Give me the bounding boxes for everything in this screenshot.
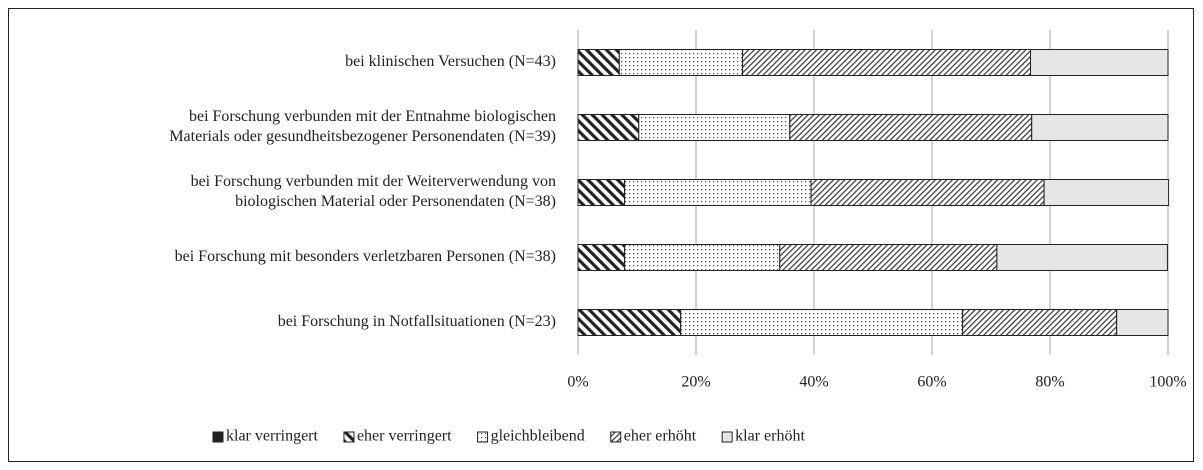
x-tick-label: 60% bbox=[917, 374, 946, 391]
y-tick-label: bei klinischen Versuchen (N=43) bbox=[345, 53, 556, 70]
x-tick-label: 0% bbox=[567, 374, 588, 391]
bar-segment bbox=[577, 179, 626, 206]
legend-label: eher verringert bbox=[357, 428, 452, 445]
y-tick-label: bei Forschung mit besonders verletzbaren… bbox=[175, 248, 556, 265]
x-tick-label: 100% bbox=[1149, 374, 1186, 391]
bar-segment bbox=[680, 309, 964, 336]
legend-swatch bbox=[721, 431, 733, 443]
frame bbox=[8, 8, 1194, 462]
bar-segment bbox=[618, 49, 744, 76]
legend-label: klar erhöht bbox=[735, 428, 805, 445]
bar-segment bbox=[1030, 49, 1169, 76]
x-tick-label: 40% bbox=[799, 374, 828, 391]
bar-segment bbox=[1116, 309, 1169, 336]
x-tick-label: 80% bbox=[1035, 374, 1064, 391]
bar-segment bbox=[624, 244, 781, 271]
bar-segment bbox=[577, 49, 620, 76]
x-tick-label: 20% bbox=[681, 374, 710, 391]
bar-segment bbox=[779, 244, 998, 271]
y-tick-label: biologischen Material oder Personendaten… bbox=[235, 193, 556, 210]
y-tick-label: bei Forschung verbunden mit der Weiterve… bbox=[191, 173, 556, 190]
bar-segment bbox=[1043, 179, 1170, 206]
bar-segment bbox=[996, 244, 1168, 271]
legend-label: eher erhöht bbox=[624, 428, 697, 445]
legend-label: klar verringert bbox=[226, 428, 319, 445]
legend-swatch bbox=[212, 431, 224, 443]
bar-segment bbox=[577, 114, 640, 141]
bar-segment bbox=[577, 309, 682, 336]
bar-segment bbox=[577, 244, 626, 271]
legend-swatch bbox=[477, 431, 489, 443]
bar-segment bbox=[1031, 114, 1169, 141]
y-tick-label: bei Forschung in Notfallsituationen (N=2… bbox=[278, 313, 556, 330]
bar-segment bbox=[810, 179, 1045, 206]
legend-swatch bbox=[343, 431, 355, 443]
bar-segment bbox=[962, 309, 1118, 336]
bar-segment bbox=[638, 114, 791, 141]
legend-swatch bbox=[610, 431, 622, 443]
bar-segment bbox=[742, 49, 1032, 76]
y-tick-label: bei Forschung verbunden mit der Entnahme… bbox=[189, 108, 556, 125]
bar-segment bbox=[624, 179, 812, 206]
y-tick-label: Materials oder gesundheitsbezogener Pers… bbox=[169, 128, 556, 145]
legend-label: gleichbleibend bbox=[491, 428, 585, 445]
bar-segment bbox=[789, 114, 1033, 141]
